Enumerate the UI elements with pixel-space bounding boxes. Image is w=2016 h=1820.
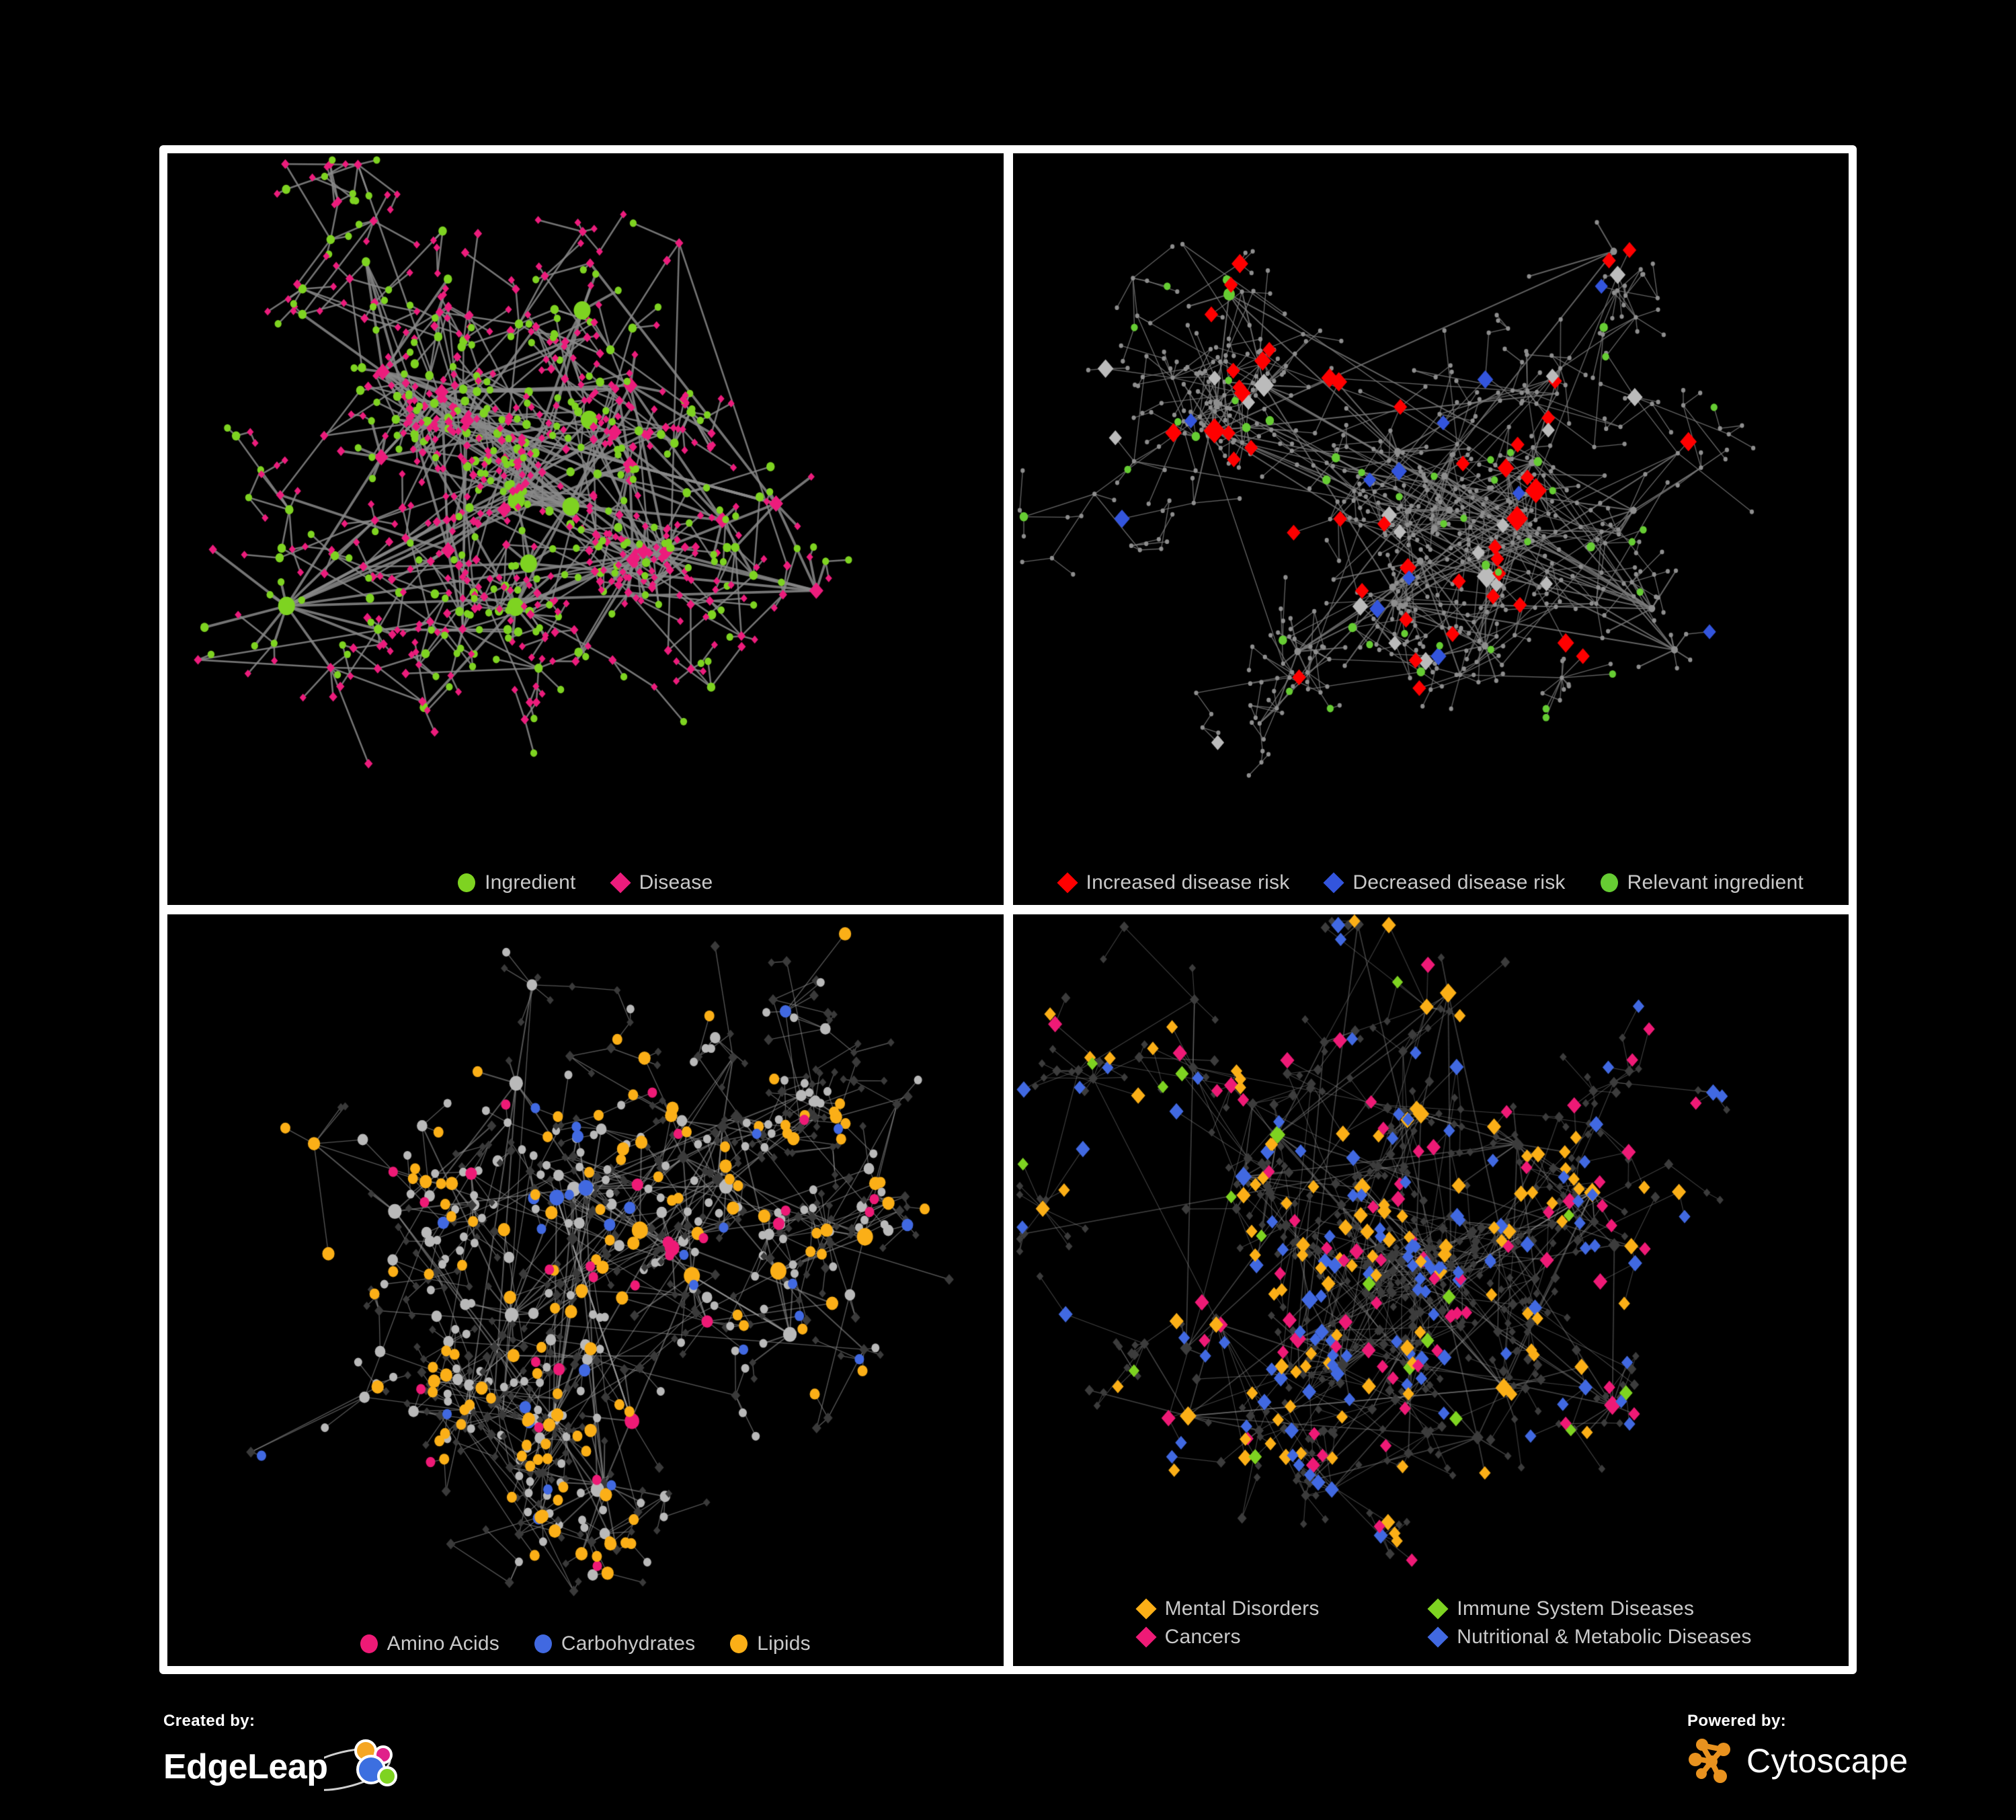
legend-label: Mental Disorders	[1164, 1597, 1320, 1620]
legend-ingredient-class: Amino Acids Carbohydrates Lipids	[167, 1632, 1004, 1655]
relevant-ingredient-circle-icon	[1600, 873, 1618, 892]
legend-ingredient-disease: Ingredient Disease	[167, 871, 1004, 894]
panel-ingredient-disease[interactable]: Ingredient Disease	[167, 153, 1004, 905]
lipids-circle-icon	[730, 1634, 748, 1653]
legend-disease-class: Mental Disorders Immune System Diseases …	[1130, 1595, 1765, 1651]
legend-label: Relevant ingredient	[1627, 871, 1804, 894]
ingredient-circle-icon	[458, 873, 476, 892]
legend-label: Immune System Diseases	[1457, 1597, 1695, 1620]
legend-item-lipids[interactable]: Lipids	[730, 1632, 811, 1655]
carbohydrates-circle-icon	[534, 1634, 552, 1653]
disease-diamond-icon	[610, 872, 631, 894]
network-canvas-4[interactable]	[1012, 914, 1849, 1666]
decreased-risk-diamond-icon	[1323, 872, 1344, 894]
legend-disease-risk: Increased disease risk Decreased disease…	[1013, 871, 1849, 894]
legend-label: Carbohydrates	[561, 1632, 696, 1655]
network-canvas-1[interactable]	[167, 153, 1004, 905]
network-canvas-3[interactable]	[167, 914, 1004, 1666]
legend-label: Lipids	[757, 1632, 811, 1655]
cytoscape-logo-row: Cytoscape	[1687, 1735, 1908, 1786]
panel-grid: Ingredient Disease Increased disease ris…	[159, 145, 1857, 1674]
created-by-kicker: Created by:	[163, 1712, 255, 1730]
legend-label: Increased disease risk	[1086, 871, 1290, 894]
legend-item-amino-acids[interactable]: Amino Acids	[360, 1632, 499, 1655]
legend-item-disease[interactable]: Disease	[610, 871, 713, 894]
legend-item-relevant-ingredient[interactable]: Relevant ingredient	[1600, 871, 1804, 894]
panel-ingredient-class[interactable]: Amino Acids Carbohydrates Lipids	[167, 914, 1004, 1666]
increased-risk-diamond-icon	[1056, 872, 1078, 894]
nutritional-metabolic-diseases-diamond-icon	[1427, 1626, 1449, 1648]
panel-disease-class[interactable]: Mental Disorders Immune System Diseases …	[1012, 914, 1849, 1666]
cytoscape-node-graph-icon	[1687, 1735, 1740, 1786]
edgeleap-wordmark: EdgeLeap	[163, 1747, 328, 1786]
legend-item-nutritional-metabolic-diseases[interactable]: Nutritional & Metabolic Diseases	[1422, 1626, 1751, 1649]
legend-label: Amino Acids	[387, 1632, 499, 1655]
cytoscape-wordmark: Cytoscape	[1746, 1741, 1908, 1780]
edgeleap-branding[interactable]: Created by: EdgeLeap	[163, 1712, 398, 1798]
panel-disease-risk[interactable]: Increased disease risk Decreased disease…	[1012, 153, 1849, 905]
amino-acids-circle-icon	[360, 1634, 378, 1653]
legend-item-increased-disease-risk[interactable]: Increased disease risk	[1056, 871, 1290, 894]
legend-item-carbohydrates[interactable]: Carbohydrates	[534, 1632, 695, 1655]
legend-item-decreased-disease-risk[interactable]: Decreased disease risk	[1323, 871, 1566, 894]
cancers-diamond-icon	[1135, 1626, 1157, 1648]
legend-item-cancers[interactable]: Cancers	[1130, 1626, 1422, 1649]
mental-disorders-diamond-icon	[1135, 1598, 1157, 1620]
powered-by-kicker: Powered by:	[1687, 1712, 1787, 1730]
edgeleap-logo-row: EdgeLeap	[163, 1735, 398, 1798]
cytoscape-branding[interactable]: Powered by:	[1687, 1712, 1908, 1786]
legend-label: Cancers	[1164, 1626, 1241, 1648]
legend-label: Decreased disease risk	[1353, 871, 1566, 894]
network-canvas-2[interactable]	[1012, 153, 1849, 905]
legend-item-immune-system-diseases[interactable]: Immune System Diseases	[1422, 1597, 1714, 1620]
legend-item-ingredient[interactable]: Ingredient	[458, 871, 575, 894]
immune-system-diseases-diamond-icon	[1427, 1598, 1449, 1620]
edgeleap-node-graph-icon	[296, 1735, 398, 1798]
legend-item-mental-disorders[interactable]: Mental Disorders	[1130, 1597, 1422, 1620]
legend-label: Ingredient	[485, 871, 576, 894]
legend-label: Nutritional & Metabolic Diseases	[1457, 1626, 1752, 1648]
legend-label: Disease	[639, 871, 713, 894]
